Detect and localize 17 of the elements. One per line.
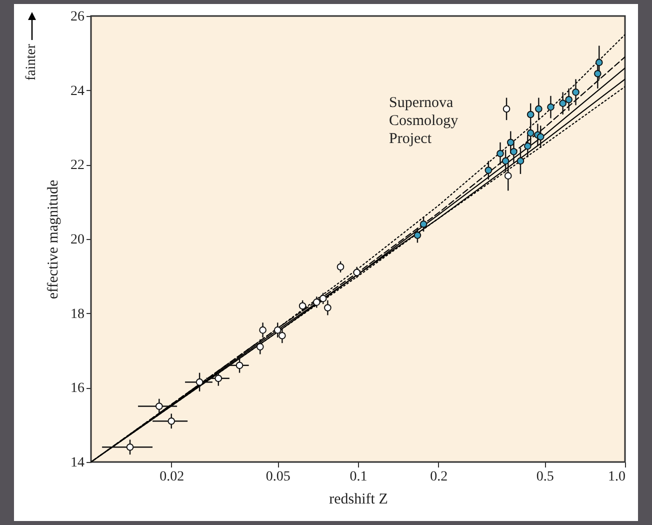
- y-tick-label: 20: [70, 232, 84, 248]
- y-tick-label: 22: [70, 158, 84, 174]
- y-tick-label: 16: [70, 381, 84, 396]
- x-tick-label: 0.02: [160, 470, 184, 484]
- y-tick-label: 24: [70, 84, 84, 99]
- text: fainter: [24, 44, 40, 81]
- y-tick-label: 14: [70, 456, 84, 470]
- y-axis-title: effective magnitude: [46, 180, 62, 300]
- x-tick-label: 0.05: [266, 470, 290, 484]
- x-tick-label: 1.0: [608, 470, 626, 484]
- x-axis-title: redshift Z: [329, 492, 388, 508]
- y-tick-label: 26: [70, 10, 84, 24]
- x-tick-label: 0.5: [536, 470, 554, 484]
- x-tick-label: 0.2: [430, 470, 448, 484]
- y-tick-label: 18: [70, 306, 84, 322]
- x-tick-label: 0.1: [350, 470, 368, 484]
- annotation: Supernova Cosmology Project: [389, 94, 460, 148]
